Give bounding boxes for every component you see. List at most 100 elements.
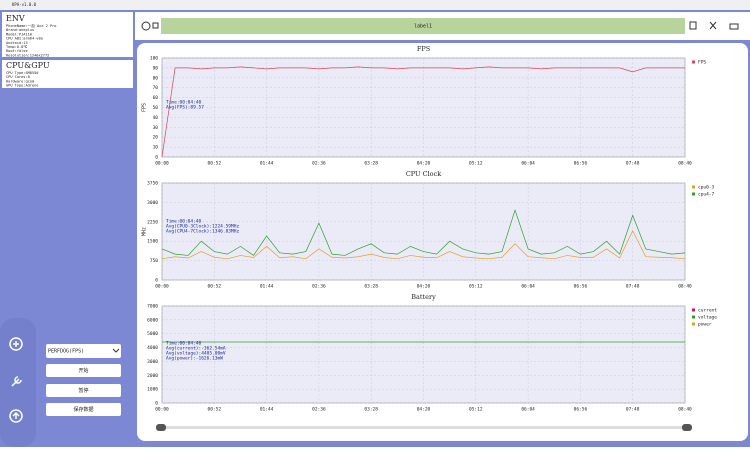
y-tick-label: 0 — [155, 401, 158, 407]
x-tick-label: 07:48 — [626, 284, 640, 290]
annotation: Time:00:04:40 — [166, 341, 202, 347]
x-tick-label: 06:56 — [574, 161, 588, 167]
legend-label: current — [698, 308, 717, 314]
x-tick-label: 00:00 — [155, 284, 169, 290]
cut-icon[interactable] — [709, 21, 717, 30]
legend-label: cpu0-3 — [698, 185, 715, 191]
env-line: Brand:oneplus — [6, 28, 34, 32]
legend-label: voltage — [698, 315, 717, 321]
button[interactable] — [46, 384, 121, 397]
y-tick-label: 1500 — [147, 239, 158, 245]
x-tick-label: 02:36 — [312, 407, 326, 413]
window-title: KPA-v1.0.0 — [12, 2, 37, 7]
x-tick-label: 03:28 — [364, 161, 378, 167]
annotation: Avg(FPS):89.57 — [166, 105, 204, 111]
x-tick-label: 06:56 — [574, 284, 588, 290]
slider-track[interactable] — [160, 426, 690, 429]
cpu-gpu-title: CPU&GPU — [6, 61, 50, 70]
folder-icon[interactable] — [729, 23, 739, 30]
x-tick-label: 04:20 — [417, 407, 431, 413]
y-tick-label: 0 — [155, 278, 158, 284]
slider-thumb[interactable] — [156, 424, 166, 431]
legend-swatch — [692, 322, 695, 326]
y-tick-label: 3000 — [147, 359, 158, 365]
env-line: Android:13 — [6, 41, 28, 45]
x-tick-label: 03:28 — [364, 284, 378, 290]
button-label: 开始 — [78, 367, 88, 374]
clock-icon[interactable] — [141, 21, 151, 31]
chart-title: CPU Clock — [406, 170, 441, 178]
env-line: Root:false — [6, 49, 28, 53]
legend-label: power — [698, 323, 712, 328]
series-line — [161, 230, 686, 260]
env-panel — [2, 12, 133, 57]
env-title: ENV — [6, 14, 25, 23]
x-tick-label: 05:12 — [469, 161, 483, 167]
annotation: Avg(CPU4-7Clock):1346.83MHz — [166, 229, 239, 235]
y-tick-label: 40 — [153, 115, 159, 121]
button[interactable] — [46, 403, 121, 416]
cpu-gpu-line: CPU Cores:8 — [6, 75, 30, 79]
x-tick-label: 02:36 — [312, 284, 326, 290]
x-tick-label: 04:20 — [417, 161, 431, 167]
y-tick-label: 5000 — [147, 331, 158, 337]
series-line — [161, 66, 685, 158]
x-tick-label: 02:36 — [312, 161, 326, 167]
x-tick-label: 00:00 — [155, 161, 169, 167]
annotation: Time:00:04:40 — [166, 219, 202, 225]
x-tick-label: 03:28 — [364, 407, 378, 413]
y-tick-label: 7000 — [147, 304, 158, 310]
x-tick-label: 00:52 — [208, 407, 222, 413]
x-tick-label: 05:12 — [469, 407, 483, 413]
annotation: Avg(power):-1626.13mW — [166, 356, 223, 362]
env-line: Resolution:1240x2772 — [6, 53, 49, 57]
y-axis-label: FPS — [142, 103, 148, 112]
x-tick-label: 00:52 — [208, 161, 222, 167]
x-tick-label: 07:48 — [626, 161, 640, 167]
tool-icon[interactable] — [11, 376, 22, 387]
nav-icons — [9, 337, 23, 423]
screen-icon[interactable] — [152, 22, 159, 29]
x-tick-label: 08:40 — [678, 407, 692, 413]
slider-thumb[interactable] — [682, 424, 692, 431]
add-icon[interactable] — [9, 337, 23, 351]
mode-select-text: PERFDOG(FPS) — [48, 349, 84, 355]
button-label: 保存数据 — [73, 406, 93, 413]
y-tick-label: 20 — [153, 135, 159, 141]
label-text: label1 — [414, 24, 432, 30]
legend-swatch — [692, 60, 695, 64]
y-tick-label: 4000 — [147, 345, 158, 351]
x-tick-label: 00:52 — [208, 284, 222, 290]
y-tick-label: 2000 — [147, 373, 158, 379]
y-tick-label: 80 — [153, 75, 159, 81]
y-tick-label: 3750 — [147, 181, 158, 187]
y-tick-label: 1000 — [147, 387, 158, 393]
upload-icon[interactable] — [9, 409, 23, 423]
legend-swatch — [692, 308, 695, 312]
y-tick-label: 60 — [153, 95, 159, 101]
legend-swatch — [692, 315, 695, 319]
title-bar — [0, 0, 750, 10]
x-tick-label: 00:00 — [155, 407, 169, 413]
x-tick-label: 08:40 — [678, 161, 692, 167]
mode-select[interactable] — [46, 344, 121, 358]
x-tick-label: 08:40 — [678, 284, 692, 290]
chart-title: FPS — [417, 45, 430, 53]
legend-swatch — [692, 185, 695, 189]
annotation: Avg(current):-362.54mA — [166, 346, 226, 352]
x-tick-label: 07:48 — [626, 407, 640, 413]
save-icon[interactable] — [689, 21, 697, 30]
annotation: Avg(CPU0-3Clock):1224.59MHz — [166, 224, 239, 230]
x-tick-label: 04:20 — [417, 284, 431, 290]
button[interactable] — [46, 364, 121, 377]
cpu-gpu-line: CPU Type:SM8550 — [6, 71, 38, 75]
dropdown-arrow — [112, 348, 120, 353]
button-label: 暂停 — [78, 387, 88, 394]
x-tick-label: 06:56 — [574, 407, 588, 413]
x-tick-label: 05:12 — [469, 284, 483, 290]
y-tick-label: 50 — [153, 105, 159, 111]
x-tick-label: 06:04 — [521, 407, 535, 413]
y-tick-label: 10 — [153, 145, 159, 151]
